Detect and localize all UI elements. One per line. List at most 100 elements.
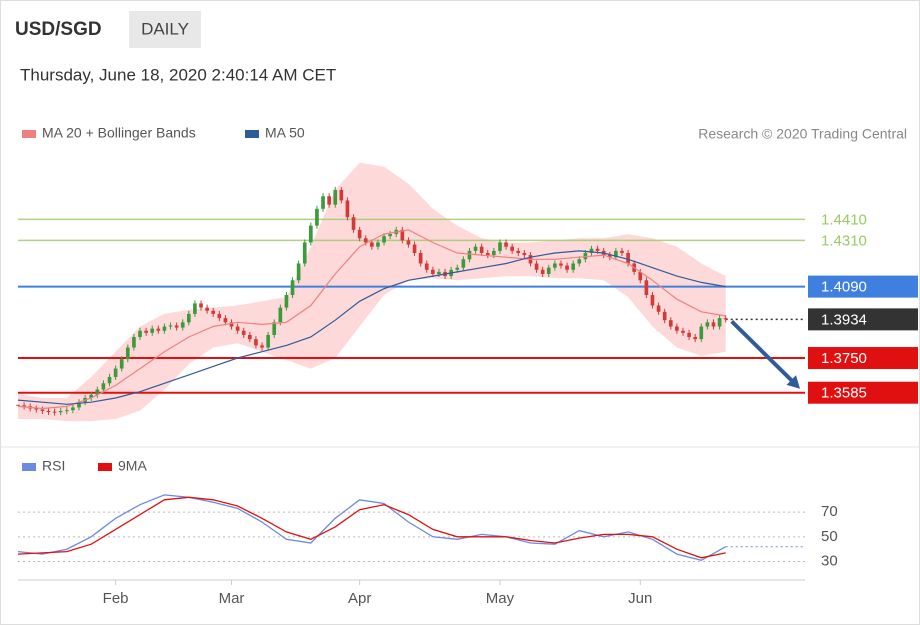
legend-label: MA 20 + Bollinger Bands <box>42 125 196 141</box>
candle <box>156 328 161 331</box>
candle <box>71 407 75 411</box>
candle <box>315 208 319 226</box>
candle <box>339 189 344 201</box>
candle <box>254 339 258 346</box>
level-label: 1.4310 <box>821 232 867 249</box>
level-label: 1.4410 <box>821 211 867 228</box>
candle <box>168 325 173 327</box>
candle <box>711 322 716 327</box>
candle <box>717 318 722 327</box>
candle <box>64 410 69 412</box>
candle <box>174 325 179 328</box>
candle <box>400 229 405 241</box>
candle <box>357 229 362 239</box>
x-tick-label: Jun <box>628 590 652 607</box>
candle <box>89 394 94 398</box>
candle <box>516 250 521 253</box>
candle <box>638 271 643 281</box>
candle <box>272 322 277 335</box>
candle <box>211 310 216 314</box>
candle <box>376 242 380 247</box>
candle <box>607 255 612 258</box>
candle <box>119 359 124 369</box>
candle <box>473 246 478 251</box>
candle <box>266 334 270 348</box>
candle <box>431 269 435 274</box>
candle <box>113 368 118 377</box>
x-tick-label: Apr <box>348 590 371 607</box>
candle <box>687 332 691 338</box>
candle <box>125 347 130 360</box>
y-tick-label: 30 <box>821 552 838 569</box>
level-tag <box>808 347 918 370</box>
candle <box>278 307 283 323</box>
level-tag <box>808 308 918 331</box>
candle <box>370 242 374 247</box>
candle <box>217 313 222 319</box>
candle <box>540 269 545 274</box>
candle <box>77 402 81 408</box>
candle <box>180 322 185 328</box>
candle <box>455 267 460 270</box>
level-label: 1.4090 <box>821 279 867 296</box>
candle <box>309 225 313 243</box>
legend-label: RSI <box>42 458 65 474</box>
candle <box>58 411 63 413</box>
candle <box>437 271 441 274</box>
timestamp: Thursday, June 18, 2020 2:40:14 AM CET <box>20 65 336 84</box>
candle <box>241 330 246 335</box>
candle <box>327 196 331 205</box>
candle <box>546 267 551 274</box>
candle <box>565 265 569 270</box>
level-label: 1.3585 <box>821 385 867 402</box>
candle <box>553 263 557 268</box>
candle <box>223 318 228 323</box>
candle <box>296 263 301 281</box>
ma50-line <box>17 250 726 405</box>
candle <box>668 320 673 327</box>
candle <box>46 411 51 412</box>
legend-swatch <box>98 463 112 471</box>
candle <box>498 242 502 251</box>
legend-swatch <box>245 130 259 138</box>
attribution: Research © 2020 Trading Central <box>698 126 907 142</box>
candle <box>504 242 508 247</box>
candle <box>107 376 112 384</box>
candle <box>705 322 710 327</box>
candle <box>693 337 698 340</box>
candle <box>510 246 514 251</box>
candle <box>186 313 191 323</box>
candle <box>388 234 392 237</box>
candle <box>150 328 155 333</box>
candle <box>52 411 57 413</box>
x-tick-label: Mar <box>219 590 245 607</box>
candle <box>193 303 197 314</box>
level-label: 1.3934 <box>821 311 867 328</box>
candle <box>620 250 624 253</box>
candle <box>418 252 423 264</box>
candle <box>345 200 350 218</box>
candle <box>363 238 368 243</box>
candle <box>247 334 252 340</box>
x-tick-label: May <box>486 590 515 607</box>
legend-swatch <box>22 130 36 138</box>
legend-label: MA 50 <box>265 125 305 141</box>
candle <box>412 244 417 253</box>
candle <box>382 236 386 243</box>
symbol: USD/SGD <box>15 19 102 40</box>
candle <box>614 250 618 258</box>
candle <box>229 322 234 327</box>
bollinger-band <box>18 162 726 422</box>
x-tick-label: Feb <box>103 590 129 607</box>
candle <box>260 345 264 348</box>
y-tick-label: 50 <box>821 528 838 545</box>
candle <box>675 326 679 331</box>
candle <box>571 263 576 270</box>
candle <box>681 330 685 333</box>
candle <box>333 189 338 205</box>
candle <box>40 409 45 411</box>
timeframe: DAILY <box>141 19 189 38</box>
candle <box>522 252 527 256</box>
